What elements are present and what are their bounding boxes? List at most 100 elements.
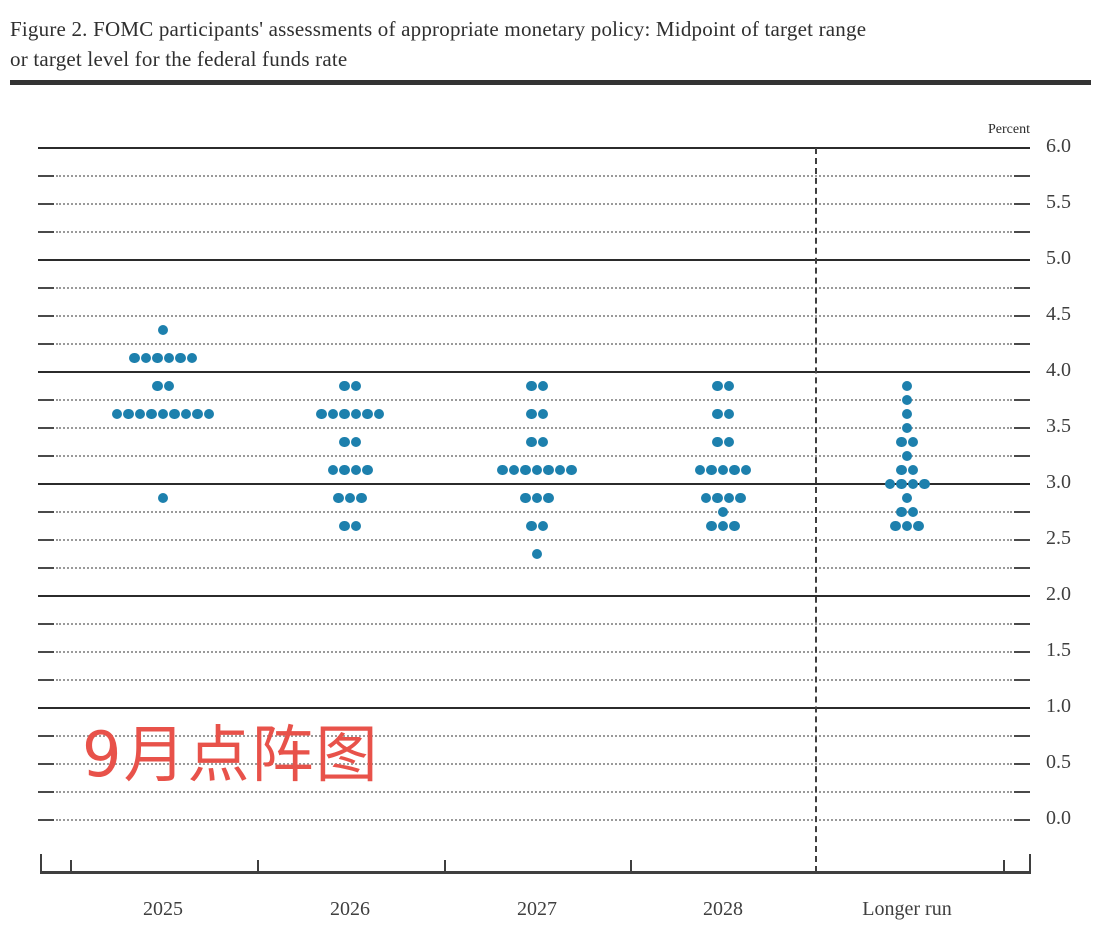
gridline-dotted [56, 763, 1012, 765]
gridline-right-dash [1014, 343, 1030, 345]
projection-dot [111, 408, 123, 420]
x-category-label: 2027 [517, 898, 557, 920]
projection-dot [712, 408, 723, 420]
projection-dot [157, 408, 169, 420]
gridline-dotted [56, 203, 1012, 205]
y-axis-unit-label: Percent [988, 122, 1030, 137]
projection-dot [180, 408, 192, 420]
projection-dot [373, 408, 384, 420]
gridline-right-dash [1014, 539, 1030, 541]
gridline-dotted [56, 455, 1012, 457]
gridline-dotted [56, 231, 1012, 233]
projection-dot [901, 408, 913, 420]
gridline-solid [38, 483, 1030, 485]
projection-dot [531, 492, 543, 504]
projection-dot [344, 492, 356, 504]
gridline-left-dash [38, 623, 54, 625]
gridline-solid [38, 259, 1030, 261]
projection-dot [362, 408, 373, 420]
gridline-left-dash [38, 763, 54, 765]
projection-dot [526, 380, 537, 392]
gridline-right-dash [1014, 203, 1030, 205]
gridline-left-dash [38, 315, 54, 317]
projection-dot [339, 408, 350, 420]
y-tick-label: 1.5 [1046, 639, 1071, 661]
projection-dot [123, 408, 134, 420]
separator-dashed-line [815, 148, 817, 872]
y-tick-label: 5.5 [1046, 191, 1071, 213]
gridline-left-dash [38, 231, 54, 233]
gridline-right-dash [1014, 427, 1030, 429]
projection-dot [350, 380, 361, 392]
projection-dot [327, 408, 338, 420]
gridline-left-dash [38, 203, 54, 205]
projection-dot [890, 520, 901, 532]
projection-dot [537, 408, 548, 420]
projection-dot [706, 464, 717, 476]
gridline-dotted [56, 539, 1012, 541]
projection-dot [913, 520, 924, 532]
gridline-dotted [56, 315, 1012, 317]
gridline-right-dash [1014, 455, 1030, 457]
x-axis-right-end [1029, 854, 1031, 872]
gridline-left-dash [38, 735, 54, 737]
gridline-right-dash [1014, 791, 1030, 793]
projection-dot [700, 492, 711, 504]
projection-dot [152, 352, 163, 364]
projection-dot [901, 450, 913, 462]
projection-dot [508, 464, 520, 476]
projection-dot [712, 436, 723, 448]
gridline-right-dash [1014, 763, 1030, 765]
x-axis-left-end [40, 854, 42, 872]
x-axis-tick [70, 860, 72, 872]
projection-dot [537, 520, 548, 532]
projection-dot [339, 464, 350, 476]
projection-dot [497, 464, 508, 476]
gridline-dotted [56, 427, 1012, 429]
gridline-dotted [56, 651, 1012, 653]
gridline-right-dash [1014, 399, 1030, 401]
gridline-right-dash [1014, 679, 1030, 681]
projection-dot [907, 464, 918, 476]
x-category-label: 2028 [703, 898, 743, 920]
projection-dot [706, 520, 717, 532]
figure-title-line1: Figure 2. FOMC participants' assessments… [10, 17, 867, 41]
projection-dot [175, 352, 186, 364]
projection-dot [537, 380, 548, 392]
projection-dot [723, 408, 734, 420]
projection-dot [350, 520, 361, 532]
projection-dot [566, 464, 577, 476]
gridline-dotted [56, 343, 1012, 345]
gridline-right-dash [1014, 315, 1030, 317]
projection-dot [327, 464, 338, 476]
projection-dot [350, 464, 361, 476]
gridline-solid [38, 147, 1030, 149]
gridline-left-dash [38, 679, 54, 681]
x-category-label: 2026 [330, 898, 370, 920]
projection-dot [339, 380, 350, 392]
red-annotation-text: 9月点阵图 [82, 718, 380, 791]
gridline-left-dash [38, 511, 54, 513]
projection-dot [717, 520, 729, 532]
projection-dot [901, 394, 913, 406]
projection-dot [729, 464, 740, 476]
gridline-dotted [56, 819, 1012, 821]
gridline-right-dash [1014, 567, 1030, 569]
projection-dot [896, 506, 907, 518]
gridline-right-dash [1014, 231, 1030, 233]
gridline-left-dash [38, 455, 54, 457]
projection-dot [526, 436, 537, 448]
projection-dot [740, 464, 752, 476]
projection-dot [186, 352, 197, 364]
gridline-dotted [56, 735, 1012, 737]
gridline-right-dash [1014, 651, 1030, 653]
projection-dot [157, 492, 169, 504]
y-tick-label: 2.0 [1046, 583, 1071, 605]
gridline-dotted [56, 287, 1012, 289]
projection-dot [537, 436, 548, 448]
projection-dot [531, 464, 543, 476]
projection-dot [712, 380, 723, 392]
projection-dot [723, 436, 734, 448]
projection-dot [163, 380, 174, 392]
projection-dot [163, 352, 174, 364]
